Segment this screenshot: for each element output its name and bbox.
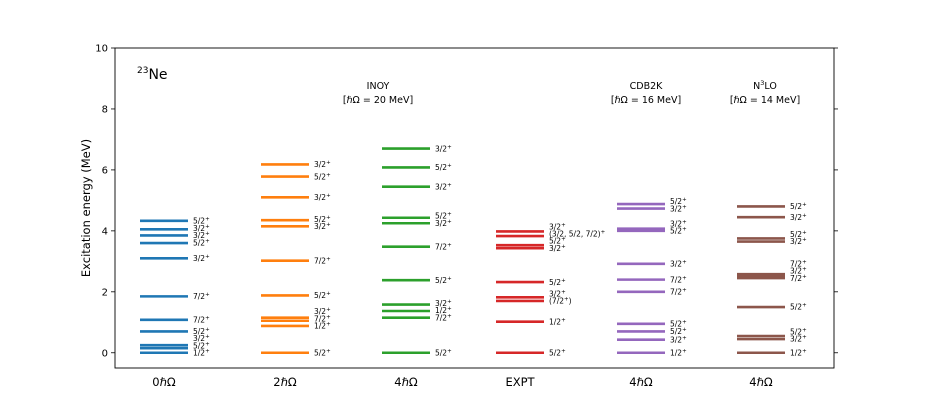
- level-spin-label: 3/2+: [670, 219, 687, 228]
- level-spin-label: 3/2+: [790, 335, 807, 344]
- level-spin-label: 5/2+: [549, 278, 566, 287]
- level-spin-label: (3/2, 5/2, 7/2)+: [549, 230, 606, 239]
- level-spin-label: 3/2+: [549, 289, 566, 298]
- level-spin-label: 7/2+: [670, 275, 687, 284]
- level-spin-label: 3/2+: [670, 335, 687, 344]
- column-4: 4ℏΩ: [617, 202, 665, 389]
- level-spin-label: 5/2+: [790, 230, 807, 239]
- level-spin-label: 3/2+: [790, 213, 807, 222]
- level-spin-label: 7/2+: [670, 288, 687, 297]
- nucleus-symbol: Ne: [148, 67, 167, 83]
- level-spin-label: 5/2+: [549, 348, 566, 357]
- level-spin-label: 5/2+: [790, 328, 807, 337]
- level-spin-label: 7/2+: [435, 313, 452, 322]
- nucleus-label: 23Ne: [137, 66, 168, 83]
- annotation-inoy-title: INOY: [367, 81, 390, 92]
- level-spin-label: 5/2+: [435, 212, 452, 221]
- level-spin-label: 5/2+: [790, 202, 807, 211]
- level-spin-label: 3/2+: [790, 267, 807, 276]
- level-spin-label: 5/2+: [193, 217, 210, 226]
- level-spin-label: 3/2+: [435, 144, 452, 153]
- level-spin-label: 5/2+: [790, 303, 807, 312]
- level-spin-label: 5/2+: [670, 320, 687, 329]
- column-1: 2ℏΩ: [261, 163, 309, 389]
- level-spin-label: 1/2+: [193, 348, 210, 357]
- level-spin-label: 1/2+: [549, 317, 566, 326]
- level-spin-label: 7/2+: [790, 259, 807, 268]
- level-spin-label: 3/2+: [314, 222, 331, 231]
- level-spin-label: 3/2+: [549, 244, 566, 253]
- annotation-cdb2k-title: CDB2K: [630, 81, 664, 92]
- level-spin-label: 5/2+: [670, 327, 687, 336]
- level-spin-label: 3/2+: [435, 299, 452, 308]
- column-label: 0ℏΩ: [152, 375, 176, 389]
- level-spin-label: 5/2+: [549, 237, 566, 246]
- level-spin-label: 3/2+: [435, 182, 452, 191]
- level-spin-label: 5/2+: [435, 276, 452, 285]
- level-spin-label: 3/2+: [314, 307, 331, 316]
- column-label: 2ℏΩ: [273, 375, 297, 389]
- level-spin-label: 5/2+: [193, 239, 210, 248]
- level-spin-label: 5/2+: [670, 197, 687, 206]
- level-spin-label: 5/2+: [193, 341, 210, 350]
- column-label: EXPT: [505, 375, 535, 389]
- level-spin-label: 7/2+: [435, 242, 452, 251]
- y-tick-label: 10: [95, 44, 108, 55]
- level-spin-label: 5/2+: [314, 172, 331, 181]
- level-spin-label: 1/2+: [435, 306, 452, 315]
- annotation-n3lo-title: N3LO: [753, 79, 777, 92]
- level-spin-label: 5/2+: [314, 215, 331, 224]
- level-spin-label: 3/2+: [193, 224, 210, 233]
- level-spin-label: 3/2+: [670, 204, 687, 213]
- level-spin-label: 5/2+: [314, 291, 331, 300]
- level-spin-label: 3/2+: [790, 237, 807, 246]
- y-tick-label: 8: [102, 104, 108, 115]
- column-label: 4ℏΩ: [394, 375, 418, 389]
- level-spin-label: 3/2+: [314, 160, 331, 169]
- column-3: EXPT: [496, 230, 544, 389]
- level-spin-label: 3/2+: [193, 231, 210, 240]
- annotation-inoy-hbar-omega: [ℏΩ = 20 MeV]: [343, 95, 413, 106]
- level-spin-label: 5/2+: [435, 163, 452, 172]
- level-spin-label: 7/2+: [314, 256, 331, 265]
- y-axis-label: Excitation energy (MeV): [79, 139, 93, 277]
- level-spin-label: 7/2+: [314, 314, 331, 323]
- y-tick-label: 6: [102, 165, 108, 176]
- level-spin-label: 3/2+: [193, 334, 210, 343]
- level-spin-label: (7/2+): [549, 297, 572, 306]
- y-tick-label: 4: [102, 226, 108, 237]
- column-0: 0ℏΩ: [140, 219, 188, 389]
- level-spin-label: 3/2+: [670, 259, 687, 268]
- annotation-n3lo-hbar-omega: [ℏΩ = 14 MeV]: [730, 95, 800, 106]
- annotation-cdb2k-hbar-omega: [ℏΩ = 16 MeV]: [611, 95, 681, 106]
- y-tick-label: 0: [102, 348, 108, 359]
- level-spin-label: 3/2+: [314, 193, 331, 202]
- level-spin-label: 7/2+: [193, 292, 210, 301]
- level-spin-label: 5/2+: [193, 327, 210, 336]
- level-spin-label: 1/2+: [790, 348, 807, 357]
- column-label: 4ℏΩ: [629, 375, 653, 389]
- nucleus-mass: 23: [137, 66, 148, 76]
- y-tick-label: 2: [102, 287, 108, 298]
- axes-frame: [114, 47, 835, 369]
- level-spin-label: 3/2+: [193, 254, 210, 263]
- level-spin-label: 1/2+: [314, 322, 331, 331]
- level-spin-label: 7/2+: [193, 316, 210, 325]
- level-spin-label: 5/2+: [314, 348, 331, 357]
- column-2: 4ℏΩ: [382, 147, 430, 389]
- level-spin-label: 5/2+: [670, 227, 687, 236]
- level-spin-label: 5/2+: [435, 348, 452, 357]
- level-spin-label: 1/2+: [670, 348, 687, 357]
- column-5: 4ℏΩ: [737, 205, 785, 389]
- column-label: 4ℏΩ: [749, 375, 773, 389]
- level-spin-label: 3/2+: [435, 219, 452, 228]
- level-spin-label: 7/2+: [790, 274, 807, 283]
- level-spin-label: 3/2+: [549, 222, 566, 231]
